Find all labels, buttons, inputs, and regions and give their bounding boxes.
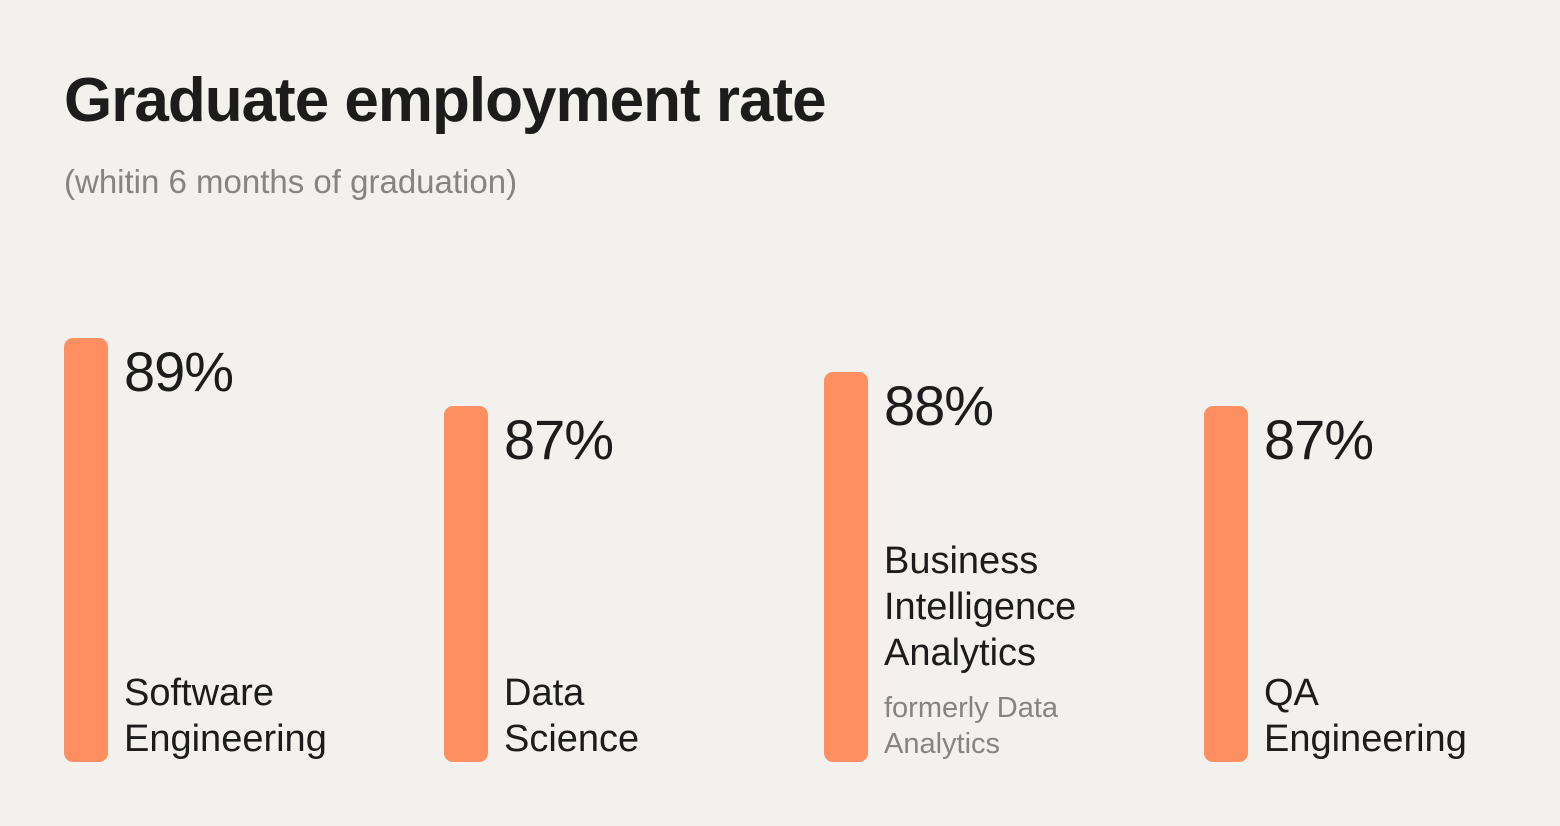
category-label-block: Data Science: [504, 670, 804, 762]
category-label-line: Science: [504, 718, 640, 760]
category-label: Software Engineering: [124, 670, 424, 762]
bar-value-label: 87%: [504, 408, 614, 471]
category-label-line: Intelligence: [884, 586, 1077, 628]
bar-1: [64, 338, 108, 762]
chart-title: Graduate employment rate: [64, 66, 827, 135]
category-label-block: Software Engineering: [124, 670, 424, 762]
bar-4: [1204, 406, 1248, 762]
category-label-line: Engineering: [124, 718, 327, 760]
category-label-line: Analytics: [884, 632, 1037, 674]
chart-subtitle: (whitin 6 months of graduation): [64, 163, 518, 200]
category-label-block: Business Intelligence Analytics formerly Da…: [884, 538, 1184, 762]
category-note: formerly Data Analytics: [884, 692, 1059, 760]
category-label-line: QA: [1264, 672, 1319, 714]
category-label-line: Software: [124, 672, 274, 714]
category-label: QA Engineering: [1264, 670, 1560, 762]
category-label-block: QA Engineering: [1264, 670, 1560, 762]
category-label-line: Data: [504, 672, 585, 714]
bar-value-label: 89%: [124, 340, 234, 403]
category-label-line: Engineering: [1264, 718, 1467, 760]
bar-value-label: 87%: [1264, 408, 1374, 471]
bar-2: [444, 406, 488, 762]
category-label: Business Intelligence Analytics: [884, 538, 1184, 676]
category-label-line: Business: [884, 540, 1039, 582]
category-label: Data Science: [504, 670, 804, 762]
bar-3: [824, 372, 868, 762]
bar-value-label: 88%: [884, 374, 994, 437]
